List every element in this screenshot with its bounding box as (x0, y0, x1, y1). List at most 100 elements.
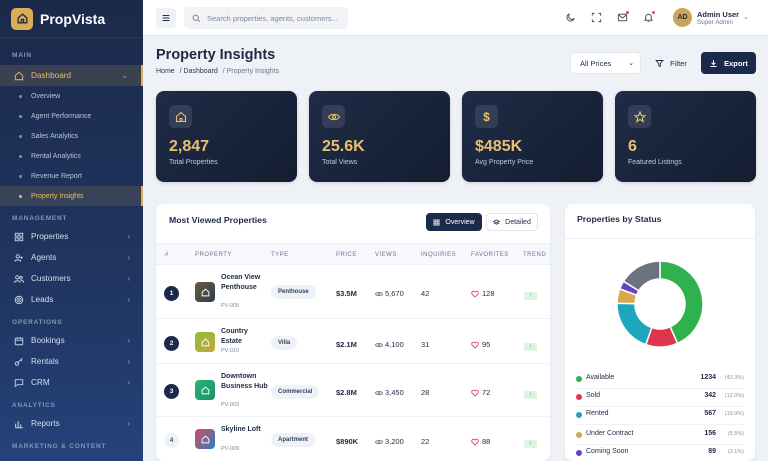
inquiries-value: 22 (421, 437, 430, 446)
views-count: 3,200 (385, 437, 404, 446)
nav-customers[interactable]: Customers › (0, 268, 143, 289)
status-card: Properties by Status Available 1234 (43.… (565, 204, 755, 461)
favorites-value: 88 (471, 437, 490, 446)
legend-dot (576, 376, 582, 382)
property-thumbnail (195, 282, 215, 302)
topbar: AD Admin User Super Admin ⌄ (143, 0, 768, 36)
home-icon (169, 105, 192, 128)
nav-bookings[interactable]: Bookings › (0, 330, 143, 351)
star-icon (628, 105, 651, 128)
price-value: $2.8M (336, 388, 357, 397)
home-icon (201, 288, 209, 296)
dark-mode-toggle[interactable] (564, 11, 577, 24)
price-filter-value: All Prices (580, 58, 612, 68)
property-name[interactable]: Country Estate (221, 328, 248, 345)
nav-dashboard-label: Dashboard (31, 71, 72, 80)
views-value: 4,100 (375, 340, 404, 349)
nav-rentals[interactable]: Rentals › (0, 351, 143, 372)
key-icon (14, 357, 24, 367)
chat-icon (14, 378, 24, 388)
notifications-button[interactable] (642, 11, 655, 24)
property-name[interactable]: Downtown Business Hub (221, 373, 268, 390)
price-filter-select[interactable]: All Prices ⌄ (570, 52, 641, 74)
col-favorites: FAVORITES (471, 252, 509, 258)
tab-overview[interactable]: Overview (426, 213, 482, 231)
nav-agent-performance[interactable]: Agent Performance (0, 106, 143, 126)
nav-reports[interactable]: Reports › (0, 413, 143, 434)
nav-property-insights[interactable]: Property Insights (0, 186, 143, 206)
table-row[interactable]: 2 Country Estate PV-010 Villa $2.1M 4,10… (156, 319, 550, 364)
search-input[interactable] (207, 13, 347, 23)
messages-button[interactable] (616, 11, 629, 24)
legend-value: 89 (708, 448, 716, 455)
legend-value: 156 (704, 430, 716, 437)
eye-icon (375, 390, 383, 395)
chevron-right-icon: › (127, 274, 130, 283)
nav-overview[interactable]: Overview (0, 86, 143, 106)
property-name[interactable]: Skyline Loft (221, 426, 261, 433)
section-operations: OPERATIONS (12, 319, 63, 326)
nav-leads[interactable]: Leads › (0, 289, 143, 310)
favorites-count: 88 (482, 437, 491, 446)
chevron-right-icon: › (127, 419, 130, 428)
legend-label: Available (586, 374, 615, 381)
legend-percent: (3.1%) (727, 449, 744, 455)
home-icon (14, 71, 24, 81)
rank-badge: 2 (164, 336, 179, 351)
inquiries-value: 28 (421, 388, 430, 397)
search-icon (192, 14, 201, 22)
nav-revenue-report[interactable]: Revenue Report (0, 166, 143, 186)
breadcrumb-home[interactable]: Home (156, 68, 175, 75)
property-thumbnail (195, 429, 215, 449)
user-name[interactable]: Admin User (697, 10, 740, 19)
breadcrumb-dashboard[interactable]: / Dashboard (179, 68, 218, 75)
export-button[interactable]: Export (701, 52, 756, 74)
legend-label: Sold (586, 392, 601, 399)
donut-slice-available[interactable] (659, 260, 704, 345)
table-row[interactable]: 4 Skyline Loft PV-009 Apartment $890K 3,… (156, 417, 550, 461)
price-value: $3.5M (336, 289, 357, 298)
legend-percent: (19.9%) (724, 411, 744, 417)
tab-detailed[interactable]: Detailed (486, 213, 538, 231)
legend-available: Available 1234 (43.3%) (576, 369, 744, 389)
search-box[interactable] (184, 7, 348, 29)
legend-label: Under Contract (586, 430, 634, 437)
export-label: Export (724, 58, 748, 68)
filter-button[interactable]: Filter (648, 52, 694, 74)
download-icon (710, 59, 717, 67)
stat-card-total-properties: 2,847 Total Properties (156, 91, 297, 182)
target-icon (14, 295, 24, 305)
legend-percent: (5.5%) (727, 431, 744, 437)
nav-properties[interactable]: Properties › (0, 226, 143, 247)
card-title: Properties by Status (577, 214, 662, 224)
brand[interactable]: PropVista (0, 0, 143, 38)
nav-rental-analytics[interactable]: Rental Analytics (0, 146, 143, 166)
table-row[interactable]: 3 Downtown Business Hub PV-003 Commercia… (156, 364, 550, 417)
menu-toggle-button[interactable] (156, 8, 176, 28)
fullscreen-button[interactable] (590, 11, 603, 24)
expand-icon (591, 12, 602, 23)
avatar[interactable]: AD (673, 8, 692, 27)
table-row[interactable]: 1 Ocean View Penthouse PV-005 Penthouse … (156, 265, 550, 319)
inquiries-value: 42 (421, 289, 430, 298)
property-name[interactable]: Ocean View Penthouse (221, 274, 261, 291)
views-value: 5,670 (375, 289, 404, 298)
nav-crm[interactable]: CRM › (0, 372, 143, 393)
donut-slice-rented[interactable] (616, 302, 653, 346)
moon-icon (566, 13, 575, 22)
nav-sales-analytics[interactable]: Sales Analytics (0, 126, 143, 146)
chevron-down-icon[interactable]: ⌄ (743, 14, 749, 21)
rank-badge: 1 (164, 286, 179, 301)
donut-slice-off-market[interactable] (622, 260, 661, 292)
tab-overview-label: Overview (445, 218, 475, 226)
views-value: 3,200 (375, 437, 404, 446)
nav-dashboard[interactable]: Dashboard ⌄ (0, 65, 143, 86)
chevron-down-icon: ⌄ (121, 71, 128, 80)
nav-agents[interactable]: Agents › (0, 247, 143, 268)
heart-icon (471, 290, 479, 298)
type-badge: Commercial (271, 385, 320, 399)
stat-card-total-views: 25.6K Total Views (309, 91, 450, 182)
type-badge: Penthouse (271, 285, 316, 299)
section-management: MANAGEMENT (12, 215, 68, 222)
nav-reports-label: Reports (31, 419, 60, 428)
